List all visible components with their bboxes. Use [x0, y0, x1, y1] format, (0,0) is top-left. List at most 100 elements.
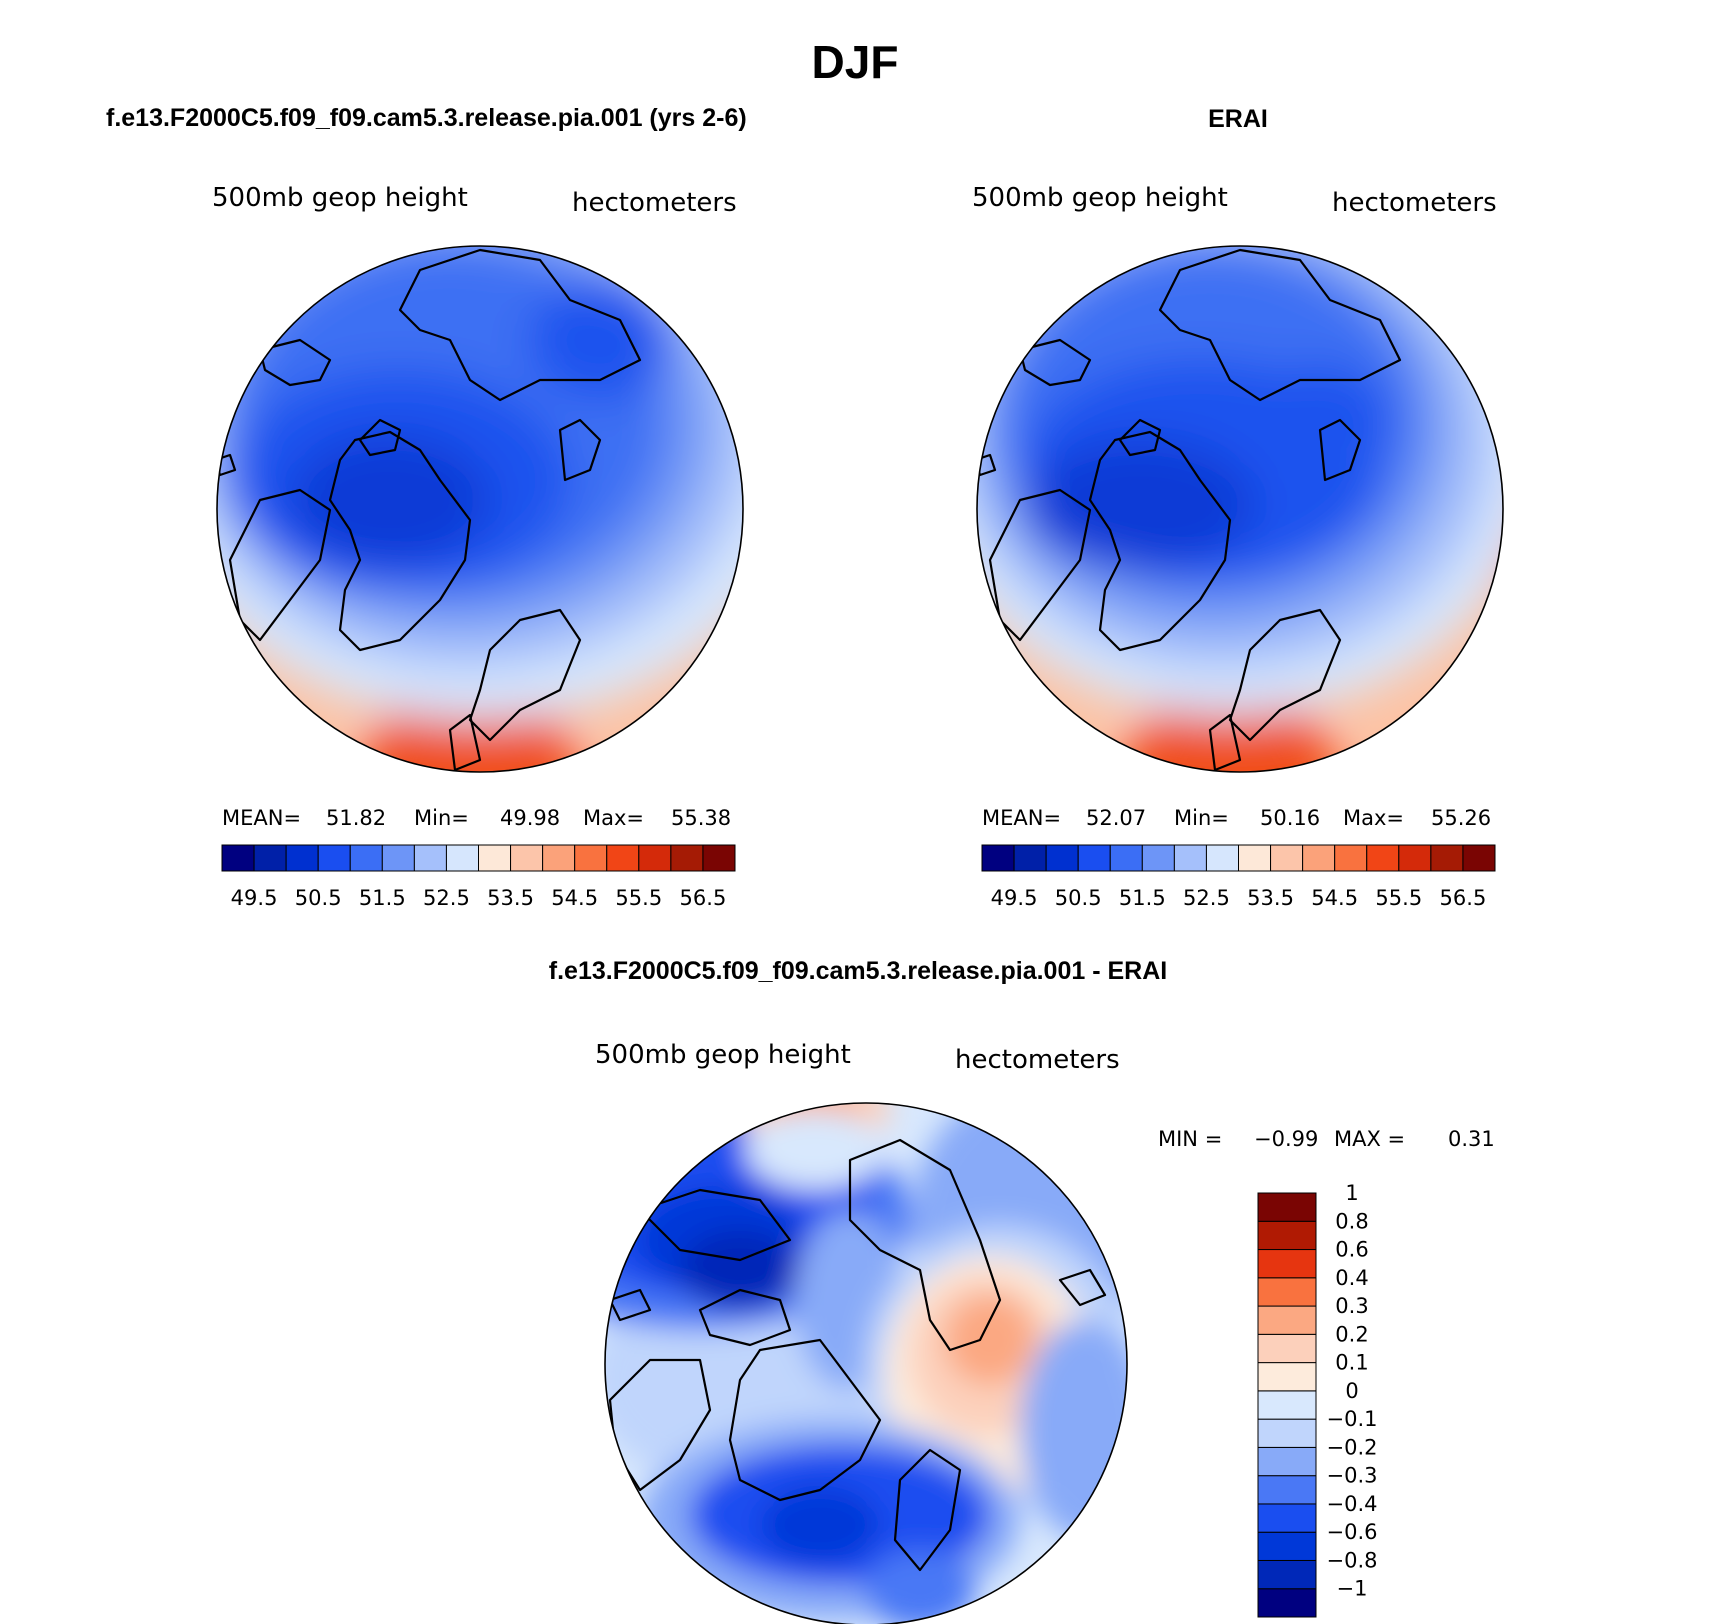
- panel-diff-colorbar-tick-label: 0.3: [1335, 1294, 1368, 1318]
- panel-diff-colorbar-swatch: [1257, 1446, 1317, 1477]
- panel-diff-map-border: [604, 1102, 1128, 1624]
- panel-obs-map-border: [976, 245, 1504, 773]
- panel-model-colorbar-swatch: [510, 844, 544, 872]
- panel-diff-min-value: −0.99: [1254, 1127, 1318, 1151]
- panel-diff-colorbar-swatch: [1257, 1503, 1317, 1533]
- panel-diff-colorbar-swatch: [1257, 1418, 1317, 1448]
- panel-model-colorbar-swatch: [221, 844, 255, 872]
- panel-obs-colorbar-swatch: [1013, 844, 1047, 872]
- panel-diff-colorbar-tick-label: −0.8: [1327, 1548, 1378, 1572]
- panel-obs-colorbar-swatch: [1238, 844, 1272, 872]
- panel-obs-colorbar-swatch: [1430, 844, 1464, 872]
- panel-obs-colorbar-swatch: [981, 844, 1015, 872]
- panel-diff-colorbar-tick-label: 0.1: [1335, 1351, 1368, 1375]
- panel-obs-stats: MEAN= 52.07 Min= 50.16 Max= 55.26: [982, 806, 1491, 830]
- panel-model-colorbar-swatch: [445, 844, 479, 872]
- panel-model-colorbar-tick-label: 52.5: [423, 886, 470, 910]
- figure-title: DJF: [812, 36, 899, 88]
- panel-diff-stats: MIN = −0.99 MAX = 0.31: [1158, 1127, 1495, 1151]
- panel-obs-colorbar-swatch: [1045, 844, 1079, 872]
- panel-diff-colorbar-swatch: [1257, 1559, 1317, 1590]
- panel-model-colorbar-tick-label: 51.5: [359, 886, 406, 910]
- panel-model-min-label: Min=: [414, 806, 469, 830]
- panel-model-polar-map: [217, 246, 743, 772]
- panel-model-colorbar-swatch: [638, 844, 672, 872]
- panel-obs-colorbar-swatch: [1462, 844, 1496, 872]
- panel-model-min-value: 49.98: [500, 806, 560, 830]
- panel-diff-colorbar-tick-label: −0.6: [1327, 1520, 1378, 1544]
- panel-model-colorbar-swatch: [381, 844, 415, 872]
- panel-model-colorbar-tick-label: 50.5: [295, 886, 342, 910]
- panel-model-colorbar-swatch: [574, 844, 608, 872]
- panel-obs-colorbar-swatch: [1302, 844, 1336, 872]
- panel-model-units: hectometers: [572, 188, 737, 218]
- panel-model-map-border: [216, 245, 744, 773]
- panel-obs-case-title: ERAI: [1208, 105, 1268, 133]
- panel-obs: ERAI 500mb geop height hectometers: [972, 105, 1504, 910]
- panel-obs-colorbar-tick-label: 56.5: [1440, 886, 1487, 910]
- panel-model-mean-label: MEAN=: [222, 806, 301, 830]
- panel-obs-units: hectometers: [1332, 188, 1497, 218]
- panel-diff-colorbar-swatch: [1257, 1305, 1317, 1335]
- panel-diff-colorbar-tick-label: 0: [1345, 1379, 1358, 1403]
- panel-model-colorbar-swatch: [542, 844, 576, 872]
- panel-obs-colorbar: 49.5 50.5 51.5 52.5 53.5 54.5 55.5 56.5: [981, 844, 1496, 910]
- panel-diff-colorbar: −1 −0.8 −0.6 −0.4 −0.3 −0.2 −0.1 0 0.1 0.2 0.3 0.4 0…: [1257, 1181, 1378, 1618]
- panel-model-colorbar-tick-label: 53.5: [487, 886, 534, 910]
- panel-obs-colorbar-swatch: [1109, 844, 1143, 872]
- panel-model-mean-value: 51.82: [326, 806, 386, 830]
- panel-diff-colorbar-swatch: [1257, 1333, 1317, 1364]
- panel-diff-colorbar-swatch: [1257, 1249, 1317, 1279]
- panel-obs-max-value: 55.26: [1431, 806, 1491, 830]
- panel-obs-colorbar-tick-label: 54.5: [1311, 886, 1358, 910]
- panel-model-colorbar-tick-label: 55.5: [615, 886, 662, 910]
- panel-model-colorbar-swatch: [606, 844, 640, 872]
- panel-obs-colorbar-swatch: [1205, 844, 1239, 872]
- panel-obs-colorbar-swatch: [1270, 844, 1304, 872]
- panel-model-colorbar-tick-label: 54.5: [551, 886, 598, 910]
- panel-model-colorbar: 49.5 50.5 51.5 52.5 53.5 54.5 55.5 56.5: [221, 844, 736, 910]
- panel-diff-colorbar-swatch: [1257, 1475, 1317, 1505]
- panel-obs-min-value: 50.16: [1260, 806, 1320, 830]
- panel-obs-colorbar-tick-label: 53.5: [1247, 886, 1294, 910]
- panel-model: f.e13.F2000C5.f09_f09.cam5.3.release.pia…: [106, 104, 747, 910]
- panel-model-case-title: f.e13.F2000C5.f09_f09.cam5.3.release.pia…: [106, 104, 747, 132]
- panel-obs-colorbar-swatch: [1398, 844, 1432, 872]
- panel-diff-colorbar-swatch: [1257, 1390, 1317, 1420]
- panel-diff-colorbar-tick-label: −0.4: [1327, 1492, 1378, 1516]
- panel-diff: f.e13.F2000C5.f09_f09.cam5.3.release.pia…: [549, 957, 1495, 1624]
- panel-diff-max-value: 0.31: [1448, 1127, 1495, 1151]
- panel-obs-colorbar-swatch: [1334, 844, 1368, 872]
- panel-diff-colorbar-swatch: [1257, 1277, 1317, 1307]
- panel-obs-colorbar-swatch: [1366, 844, 1400, 872]
- panel-diff-polar-map: [605, 1103, 1127, 1624]
- panel-obs-polar-map: [977, 246, 1503, 772]
- panel-model-variable: 500mb geop height: [212, 183, 468, 213]
- panel-model-colorbar-swatch: [702, 844, 736, 872]
- panel-obs-colorbar-tick-label: 55.5: [1375, 886, 1422, 910]
- panel-diff-colorbar-tick-label: 0.2: [1335, 1322, 1368, 1346]
- panel-model-colorbar-swatch: [349, 844, 383, 872]
- panel-obs-variable: 500mb geop height: [972, 183, 1228, 213]
- panel-obs-colorbar-tick-label: 49.5: [991, 886, 1038, 910]
- panel-diff-colorbar-swatch: [1257, 1531, 1317, 1561]
- panel-obs-colorbar-tick-label: 51.5: [1119, 886, 1166, 910]
- panel-diff-case-title: f.e13.F2000C5.f09_f09.cam5.3.release.pia…: [549, 957, 1167, 985]
- panel-diff-colorbar-tick-label: −0.2: [1327, 1435, 1378, 1459]
- panel-obs-colorbar-swatch: [1077, 844, 1111, 872]
- panel-diff-colorbar-tick-label: −0.3: [1327, 1464, 1378, 1488]
- panel-obs-max-label: Max=: [1343, 806, 1404, 830]
- panel-model-colorbar-swatch: [478, 844, 512, 872]
- panel-model-colorbar-swatch: [317, 844, 351, 872]
- panel-diff-colorbar-tick-label: 0.6: [1335, 1238, 1368, 1262]
- panel-diff-colorbar-tick-label: 0.4: [1335, 1266, 1368, 1290]
- panel-model-colorbar-tick-label: 56.5: [680, 886, 727, 910]
- panel-diff-min-label: MIN =: [1158, 1127, 1222, 1151]
- panel-obs-mean-value: 52.07: [1086, 806, 1146, 830]
- panel-obs-mean-label: MEAN=: [982, 806, 1061, 830]
- panel-model-colorbar-swatch: [253, 844, 287, 872]
- panel-diff-colorbar-swatch: [1257, 1362, 1317, 1392]
- panel-model-stats: MEAN= 51.82 Min= 49.98 Max= 55.38: [222, 806, 731, 830]
- panel-obs-colorbar-tick-label: 50.5: [1055, 886, 1102, 910]
